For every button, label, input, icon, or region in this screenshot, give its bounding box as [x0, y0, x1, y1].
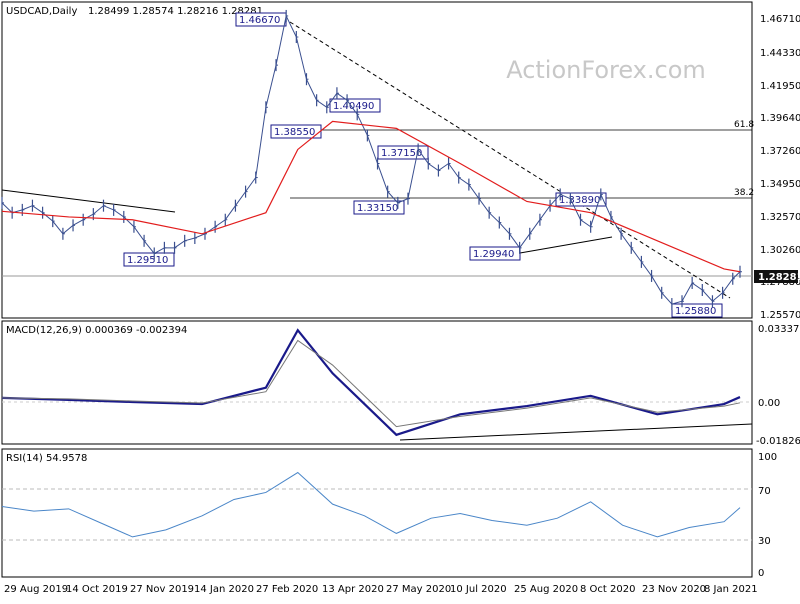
support-trendline — [519, 236, 613, 254]
price-tick-label: 1.39640 — [760, 113, 800, 124]
x-tick-label: 8 Oct 2020 — [580, 584, 635, 595]
annotation-label: 1.33150 — [357, 203, 398, 214]
x-tick-label: 14 Oct 2019 — [66, 584, 128, 595]
moving-average-line — [1, 120, 741, 273]
x-tick-label: 27 May 2020 — [386, 584, 451, 595]
macd-histogram — [1, 328, 741, 437]
annotation-label: 1.25880 — [675, 306, 716, 317]
rsi-title: RSI(14) 54.9578 — [6, 453, 87, 464]
rsi-panel-frame — [1, 448, 753, 578]
annotation-label: 1.46670 — [239, 15, 280, 26]
price-path — [1, 14, 741, 305]
fib-61-8-label: 61.8 — [734, 120, 754, 130]
macd-y-axis: 0.03337 0.00 -0.018262 — [756, 324, 800, 447]
rsi-y-axis: 100 70 30 0 — [758, 452, 777, 579]
annotation-box — [377, 145, 429, 160]
x-tick-label: 23 Nov 2020 — [642, 584, 706, 595]
rsi-series-line — [1, 471, 741, 538]
annotations: 1.46670 1.40490 1.38550 1.37150 1.33150 … — [123, 12, 723, 318]
annotation-box — [353, 200, 405, 215]
annotation-label: 1.29940 — [473, 249, 514, 260]
annotation-label: 1.40490 — [333, 101, 374, 112]
current-price-label: 1.28281 — [758, 272, 800, 283]
price-tick-label: 1.37260 — [760, 146, 800, 157]
annotation-label: 1.37150 — [381, 148, 422, 159]
chart-title: USDCAD,Daily — [6, 6, 77, 17]
watermark: ActionForex.com — [506, 56, 706, 84]
x-tick-label: 25 Aug 2020 — [514, 584, 578, 595]
rsi-line — [1, 471, 741, 538]
x-tick-label: 27 Nov 2019 — [130, 584, 194, 595]
x-tick-label: 13 Apr 2020 — [322, 584, 384, 595]
price-tick-label: 1.30260 — [760, 245, 800, 256]
annotation-box — [123, 252, 175, 267]
price-tick-label: 1.41950 — [760, 81, 800, 92]
x-axis: 29 Aug 2019 14 Oct 2019 27 Nov 2019 14 J… — [4, 584, 758, 595]
x-tick-label: 29 Aug 2019 — [4, 584, 68, 595]
macd-tick-label: 0.00 — [758, 398, 780, 409]
x-tick-label: 27 Feb 2020 — [256, 584, 318, 595]
macd-panel-frame — [1, 320, 753, 445]
macd-tick-label: 0.03337 — [758, 324, 799, 335]
downtrend-line — [289, 21, 731, 299]
price-tick-label: 1.25570 — [760, 310, 800, 321]
macd-title: MACD(12,26,9) 0.000369 -0.002394 — [6, 325, 187, 336]
annotation-label: 1.29510 — [127, 255, 168, 266]
price-y-axis: 1.46710 1.44330 1.41950 1.39640 1.37260 … — [760, 14, 800, 321]
price-tick-label: 1.32570 — [760, 212, 800, 223]
annotation-label: 1.33890 — [559, 195, 600, 206]
macd-signal — [1, 339, 741, 428]
price-tick-label: 1.44330 — [760, 48, 800, 59]
early-trendline — [1, 189, 176, 213]
current-price-badge — [754, 270, 798, 283]
rsi-tick-label: 30 — [758, 536, 771, 547]
annotation-box — [671, 303, 723, 318]
moving-average — [1, 120, 741, 273]
macd-line — [1, 328, 741, 437]
price-tick-label: 1.34950 — [760, 179, 800, 190]
macd-tick-label: -0.018262 — [756, 436, 800, 447]
price-bars — [1, 9, 742, 311]
rsi-tick-label: 100 — [758, 452, 777, 463]
x-tick-label: 14 Jan 2020 — [194, 584, 254, 595]
x-tick-label: 10 Jul 2020 — [450, 584, 507, 595]
rsi-tick-label: 0 — [758, 568, 764, 579]
annotation-box — [270, 124, 322, 139]
chart-ohlc: 1.28499 1.28574 1.28216 1.28281 — [88, 6, 263, 17]
x-tick-label: 8 Jan 2021 — [704, 584, 758, 595]
price-tick-label: 1.46710 — [760, 14, 800, 25]
macd-trendline — [399, 423, 753, 441]
annotation-label: 1.38550 — [274, 127, 315, 138]
macd-signal-line — [1, 339, 741, 428]
rsi-tick-label: 70 — [758, 486, 771, 497]
fib-38-2-label: 38.2 — [734, 188, 754, 198]
